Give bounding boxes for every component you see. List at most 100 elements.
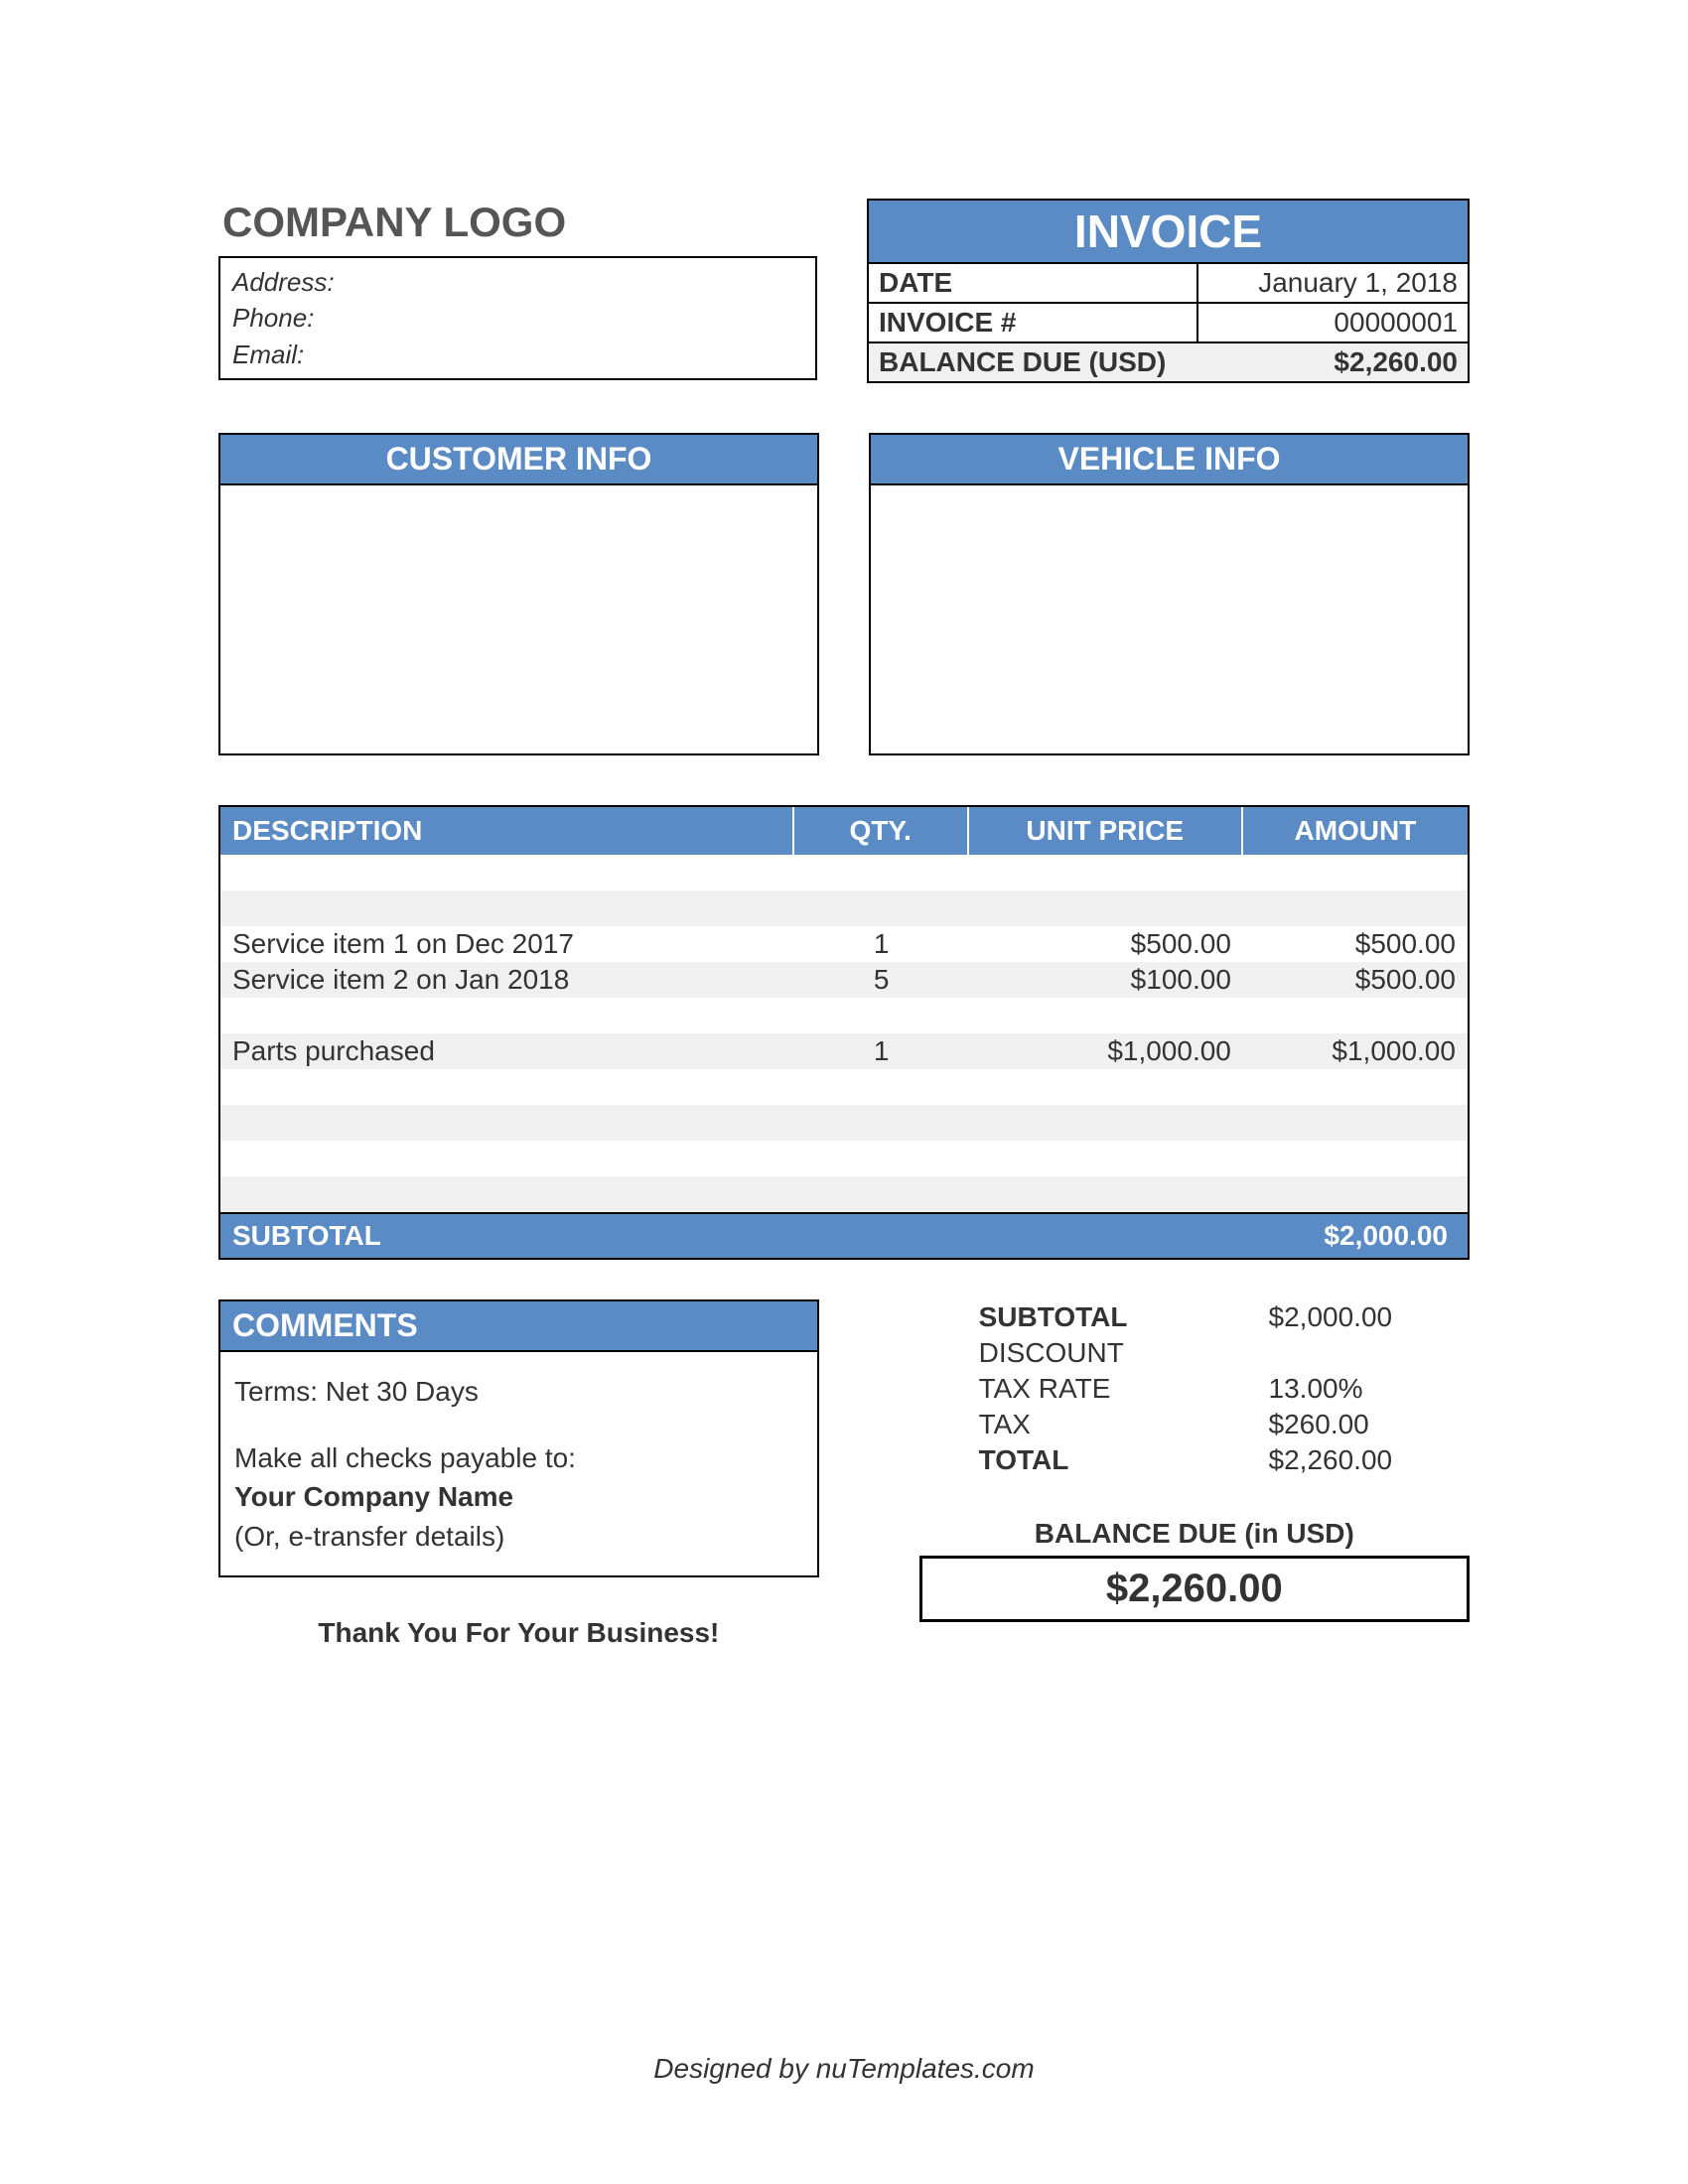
info-row: CUSTOMER INFO VEHICLE INFO: [218, 433, 1470, 755]
totals-tax-label: TAX: [979, 1409, 1249, 1440]
col-amount: AMOUNT: [1243, 807, 1468, 855]
cell-unit-price: [969, 855, 1243, 890]
totals-total-row: TOTAL $2,260.00: [979, 1442, 1470, 1478]
cell-description: [220, 998, 794, 1033]
cell-description: Service item 1 on Dec 2017: [220, 926, 794, 962]
company-logo: COMPANY LOGO: [218, 199, 817, 246]
cell-unit-price: [969, 1069, 1243, 1105]
cell-description: [220, 1176, 794, 1212]
cell-qty: [794, 855, 969, 890]
cell-description: Service item 2 on Jan 2018: [220, 962, 794, 998]
balance-due-label: BALANCE DUE (in USD): [919, 1518, 1470, 1550]
cell-description: [220, 890, 794, 926]
invoice-balance-label: BALANCE DUE (USD): [869, 343, 1198, 381]
cell-amount: $1,000.00: [1243, 1033, 1468, 1069]
totals-subtotal-label: SUBTOTAL: [979, 1301, 1249, 1333]
totals-subtotal-row: SUBTOTAL $2,000.00: [979, 1299, 1470, 1335]
cell-unit-price: [969, 1176, 1243, 1212]
bottom-row: COMMENTS Terms: Net 30 Days Make all che…: [218, 1299, 1470, 1649]
comments-header: COMMENTS: [220, 1301, 817, 1352]
invoice-number-label: INVOICE #: [869, 304, 1198, 341]
cell-amount: [1243, 1176, 1468, 1212]
cell-qty: [794, 1141, 969, 1176]
col-qty: QTY.: [794, 807, 969, 855]
cell-amount: [1243, 998, 1468, 1033]
items-body: Service item 1 on Dec 20171$500.00$500.0…: [220, 855, 1468, 1212]
invoice-page: COMPANY LOGO Address: Phone: Email: INVO…: [0, 0, 1688, 2184]
table-row: [220, 998, 1468, 1033]
comments-block: COMMENTS Terms: Net 30 Days Make all che…: [218, 1299, 819, 1577]
totals-subtotal-value: $2,000.00: [1249, 1301, 1470, 1333]
comments-payable-name: Your Company Name: [234, 1477, 803, 1516]
totals-total-value: $2,260.00: [1249, 1444, 1470, 1476]
invoice-number-value: 00000001: [1198, 304, 1468, 341]
table-row: [220, 1176, 1468, 1212]
cell-description: [220, 1105, 794, 1141]
totals-discount-value: [1249, 1337, 1470, 1369]
col-description: DESCRIPTION: [220, 807, 794, 855]
invoice-balance-value: $2,260.00: [1198, 343, 1468, 381]
cell-qty: 1: [794, 926, 969, 962]
table-row: [220, 1105, 1468, 1141]
table-row: Service item 2 on Jan 20185$100.00$500.0…: [220, 962, 1468, 998]
balance-due-block: BALANCE DUE (in USD) $2,260.00: [919, 1518, 1470, 1622]
cell-description: [220, 855, 794, 890]
cell-description: [220, 1141, 794, 1176]
totals-taxrate-value: 13.00%: [1249, 1373, 1470, 1405]
thank-you: Thank You For Your Business!: [218, 1617, 819, 1649]
company-address-label: Address:: [232, 264, 803, 300]
table-row: [220, 855, 1468, 890]
table-row: [220, 1141, 1468, 1176]
cell-qty: [794, 1105, 969, 1141]
invoice-date-label: DATE: [869, 264, 1198, 302]
totals-tax-row: TAX $260.00: [979, 1407, 1470, 1442]
cell-qty: [794, 1069, 969, 1105]
totals-block: SUBTOTAL $2,000.00 DISCOUNT TAX RATE 13.…: [919, 1299, 1470, 1649]
page-footer: Designed by nuTemplates.com: [0, 2053, 1688, 2085]
balance-due-value: $2,260.00: [919, 1556, 1470, 1622]
cell-qty: 1: [794, 1033, 969, 1069]
cell-description: Parts purchased: [220, 1033, 794, 1069]
cell-amount: [1243, 855, 1468, 890]
cell-unit-price: [969, 1105, 1243, 1141]
cell-qty: [794, 998, 969, 1033]
cell-qty: 5: [794, 962, 969, 998]
cell-amount: [1243, 1105, 1468, 1141]
company-email-label: Email:: [232, 337, 803, 372]
cell-amount: [1243, 1141, 1468, 1176]
company-block: COMPANY LOGO Address: Phone: Email:: [218, 199, 817, 383]
col-unit-price: UNIT PRICE: [969, 807, 1243, 855]
vehicle-info-header: VEHICLE INFO: [871, 435, 1468, 485]
invoice-title: INVOICE: [869, 201, 1468, 264]
subtotal-bar: SUBTOTAL $2,000.00: [220, 1212, 1468, 1258]
cell-amount: [1243, 890, 1468, 926]
vehicle-info-box: VEHICLE INFO: [869, 433, 1470, 755]
invoice-number-row: INVOICE # 00000001: [869, 304, 1468, 343]
invoice-date-row: DATE January 1, 2018: [869, 264, 1468, 304]
customer-info-body: [220, 485, 817, 704]
cell-unit-price: [969, 998, 1243, 1033]
cell-unit-price: [969, 890, 1243, 926]
items-header: DESCRIPTION QTY. UNIT PRICE AMOUNT: [220, 807, 1468, 855]
totals-discount-label: DISCOUNT: [979, 1337, 1249, 1369]
totals-taxrate-row: TAX RATE 13.00%: [979, 1371, 1470, 1407]
comments-body: Terms: Net 30 Days Make all checks payab…: [220, 1352, 817, 1575]
invoice-block: INVOICE DATE January 1, 2018 INVOICE # 0…: [867, 199, 1470, 383]
cell-amount: [1243, 1069, 1468, 1105]
company-details: Address: Phone: Email:: [218, 256, 817, 380]
cell-amount: $500.00: [1243, 926, 1468, 962]
cell-unit-price: $500.00: [969, 926, 1243, 962]
cell-qty: [794, 890, 969, 926]
totals-total-label: TOTAL: [979, 1444, 1249, 1476]
cell-qty: [794, 1176, 969, 1212]
company-phone-label: Phone:: [232, 300, 803, 336]
totals-taxrate-label: TAX RATE: [979, 1373, 1249, 1405]
cell-unit-price: [969, 1141, 1243, 1176]
totals-table: SUBTOTAL $2,000.00 DISCOUNT TAX RATE 13.…: [919, 1299, 1470, 1478]
comments-payable-alt: (Or, e-transfer details): [234, 1517, 803, 1556]
items-table: DESCRIPTION QTY. UNIT PRICE AMOUNT Servi…: [218, 805, 1470, 1260]
customer-info-box: CUSTOMER INFO: [218, 433, 819, 755]
invoice-balance-row: BALANCE DUE (USD) $2,260.00: [869, 343, 1468, 381]
vehicle-info-body: [871, 485, 1468, 753]
totals-tax-value: $260.00: [1249, 1409, 1470, 1440]
